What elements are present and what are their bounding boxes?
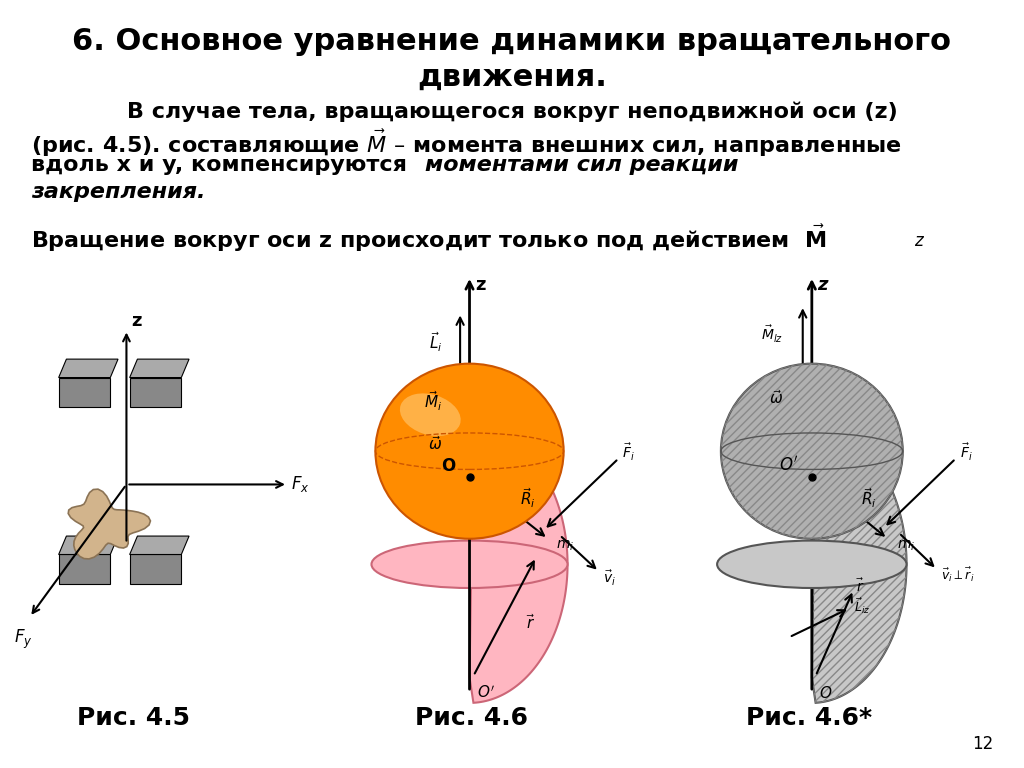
Text: $\vec{M}_{lz}$: $\vec{M}_{lz}$ xyxy=(761,324,783,345)
Text: Рис. 4.6: Рис. 4.6 xyxy=(415,706,527,730)
Polygon shape xyxy=(130,378,181,407)
Text: моментами сил реакции: моментами сил реакции xyxy=(425,155,738,175)
Text: $O'$: $O'$ xyxy=(477,685,496,701)
Text: $\vec{M}_i$: $\vec{M}_i$ xyxy=(424,389,442,413)
Text: Рис. 4.6*: Рис. 4.6* xyxy=(745,706,872,730)
Text: $\vec{R}_i$: $\vec{R}_i$ xyxy=(861,487,877,511)
Polygon shape xyxy=(58,554,111,584)
Polygon shape xyxy=(812,425,906,703)
Ellipse shape xyxy=(372,541,567,588)
Text: $m_i$: $m_i$ xyxy=(556,539,574,553)
Text: $\vec{L}_i$: $\vec{L}_i$ xyxy=(428,330,442,353)
Text: z: z xyxy=(817,276,827,294)
Text: $\vec{r}$: $\vec{r}$ xyxy=(856,578,864,595)
Text: (рис. 4.5). составляющие $\vec{M}$ – момента внешних сил, направленные: (рис. 4.5). составляющие $\vec{M}$ – мом… xyxy=(31,128,902,160)
Text: z: z xyxy=(914,232,924,250)
Text: $\vec{\omega}$: $\vec{\omega}$ xyxy=(769,389,783,407)
Text: Рис. 4.5: Рис. 4.5 xyxy=(77,706,189,730)
Polygon shape xyxy=(130,554,181,584)
Text: $\vec{v}_i \perp \vec{r}_i$: $\vec{v}_i \perp \vec{r}_i$ xyxy=(941,566,974,584)
Polygon shape xyxy=(470,425,567,703)
Text: $\vec{r}$: $\vec{r}$ xyxy=(526,613,536,632)
Polygon shape xyxy=(130,536,189,554)
Text: $F_y$: $F_y$ xyxy=(14,628,33,651)
Text: $\vec{v}_i$: $\vec{v}_i$ xyxy=(603,569,615,588)
Ellipse shape xyxy=(717,541,906,588)
Text: вдоль x и y, компенсируются: вдоль x и y, компенсируются xyxy=(31,155,415,175)
Text: $F_x$: $F_x$ xyxy=(291,475,309,495)
Text: $\vec{F}_i$: $\vec{F}_i$ xyxy=(623,442,635,463)
Text: $\vec{R}_i$: $\vec{R}_i$ xyxy=(520,487,537,511)
Ellipse shape xyxy=(400,393,461,436)
Text: O: O xyxy=(441,456,456,475)
Text: z: z xyxy=(132,312,142,329)
Text: 12: 12 xyxy=(972,735,993,753)
Text: z: z xyxy=(475,276,485,294)
Polygon shape xyxy=(58,536,118,554)
Text: закрепления.: закрепления. xyxy=(31,182,205,202)
Text: В случае тела, вращающегося вокруг неподвижной оси (z): В случае тела, вращающегося вокруг непод… xyxy=(127,101,897,122)
Ellipse shape xyxy=(376,364,563,539)
Text: Вращение вокруг оси z происходит только под действием  $\vec{\mathbf{M}}$: Вращение вокруг оси z происходит только … xyxy=(31,223,826,254)
Text: $O$: $O$ xyxy=(819,685,833,700)
Polygon shape xyxy=(58,359,118,378)
Polygon shape xyxy=(69,489,151,559)
Text: $\vec{L}_{iz}$: $\vec{L}_{iz}$ xyxy=(854,596,869,616)
Text: движения.: движения. xyxy=(417,63,607,92)
Polygon shape xyxy=(58,378,111,407)
Text: $\vec{F}_i$: $\vec{F}_i$ xyxy=(959,442,973,463)
Text: $\vec{\omega}$: $\vec{\omega}$ xyxy=(428,435,442,453)
Ellipse shape xyxy=(721,364,903,539)
Polygon shape xyxy=(130,359,189,378)
Text: 6. Основное уравнение динамики вращательного: 6. Основное уравнение динамики вращатель… xyxy=(73,27,951,56)
Text: $O'$: $O'$ xyxy=(779,455,798,475)
Text: $m_i$: $m_i$ xyxy=(897,539,914,553)
